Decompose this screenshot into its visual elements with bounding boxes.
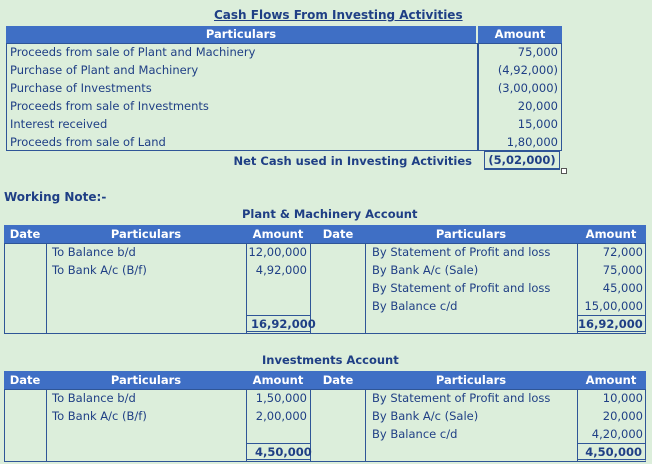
cf-net-label: Net Cash used in Investing Activities — [233, 154, 472, 168]
cf-row-amount: (4,92,000) — [497, 63, 558, 77]
inv-credit-amounts: 10,000 20,000 4,20,000 — [577, 389, 643, 443]
cf-row-amount: (3,00,000) — [497, 81, 558, 95]
inv-debit-amount: 1,50,000 — [255, 391, 307, 405]
plant-hdr-particulars-2: Particulars — [435, 227, 507, 241]
plant-hdr-amount: Amount — [252, 227, 304, 241]
plant-account-title: Plant & Machinery Account — [242, 207, 418, 221]
inv-hdr-amount: Amount — [252, 373, 304, 387]
plant-debit-particular: To Bank A/c (B/f) — [52, 263, 147, 277]
cf-row-particular: Purchase of Investments — [10, 81, 152, 95]
inv-credit-amount: 4,20,000 — [591, 427, 643, 441]
plant-header-row — [4, 225, 646, 243]
cf-amount-box — [478, 43, 562, 151]
cf-row-amount: 1,80,000 — [506, 135, 558, 149]
inv-credit-particular: By Bank A/c (Sale) — [372, 409, 479, 423]
cf-row-particular: Proceeds from sale of Plant and Machiner… — [10, 45, 256, 59]
inv-header-row — [4, 371, 646, 389]
inv-total-credit: 4,50,000 — [577, 443, 646, 462]
inv-hdr-particulars: Particulars — [110, 373, 182, 387]
inv-debit-amounts: 1,50,000 2,00,000 — [246, 389, 307, 425]
plant-credit-amount: 45,000 — [602, 281, 643, 295]
plant-hdr-date-2: Date — [322, 227, 354, 241]
investments-account-title: Investments Account — [262, 353, 399, 367]
cf-row-amount: 15,000 — [517, 117, 558, 131]
plant-credit-particular: By Statement of Profit and loss — [372, 281, 551, 295]
inv-debit-list: To Balance b/d To Bank A/c (B/f) — [52, 389, 147, 425]
plant-credit-particular: By Bank A/c (Sale) — [372, 263, 479, 277]
plant-debit-list: To Balance b/d To Bank A/c (B/f) — [52, 243, 147, 279]
inv-total-debit: 4,50,000 — [246, 443, 312, 462]
plant-debit-particular: To Balance b/d — [52, 245, 136, 259]
plant-total-debit: 16,92,000 — [246, 315, 316, 334]
selection-handle — [561, 168, 567, 174]
cf-row-particular: Proceeds from sale of Investments — [10, 99, 209, 113]
cf-row-particular: Proceeds from sale of Land — [10, 135, 166, 149]
working-note-label: Working Note:- — [4, 190, 107, 204]
inv-hdr-date: Date — [9, 373, 41, 387]
inv-col-date — [4, 389, 47, 462]
inv-hdr-particulars-2: Particulars — [435, 373, 507, 387]
plant-col-date-2 — [310, 243, 366, 334]
cf-particulars-list: Proceeds from sale of Plant and Machiner… — [10, 43, 470, 151]
plant-credit-amounts: 72,000 75,000 45,000 15,00,000 — [577, 243, 643, 315]
inv-credit-particular: By Balance c/d — [372, 427, 458, 441]
cf-header-amount: Amount — [478, 26, 562, 43]
cf-row-amount: 75,000 — [517, 45, 558, 59]
cf-amount-list: 75,000 (4,92,000) (3,00,000) 20,000 15,0… — [478, 43, 558, 151]
inv-credit-amount: 10,000 — [602, 391, 643, 405]
inv-credit-amount: 20,000 — [602, 409, 643, 423]
plant-debit-amounts: 12,00,000 4,92,000 — [246, 243, 307, 279]
inv-debit-particular: To Balance b/d — [52, 391, 136, 405]
plant-credit-particular: By Statement of Profit and loss — [372, 245, 551, 259]
inv-credit-particular: By Statement of Profit and loss — [372, 391, 551, 405]
plant-total-credit: 16,92,000 — [577, 315, 646, 334]
plant-credit-list: By Statement of Profit and loss By Bank … — [372, 243, 550, 315]
plant-col-date — [4, 243, 47, 334]
plant-debit-amount: 12,00,000 — [248, 245, 307, 259]
inv-debit-particular: To Bank A/c (B/f) — [52, 409, 147, 423]
plant-credit-amount: 72,000 — [602, 245, 643, 259]
plant-credit-particular: By Balance c/d — [372, 299, 458, 313]
plant-hdr-date: Date — [9, 227, 41, 241]
cf-particulars-box — [6, 43, 478, 151]
cf-row-amount: 20,000 — [517, 99, 558, 113]
cf-header-particulars: Particulars — [6, 26, 476, 43]
inv-hdr-date-2: Date — [322, 373, 354, 387]
plant-credit-amount: 75,000 — [602, 263, 643, 277]
inv-debit-amount: 2,00,000 — [255, 409, 307, 423]
inv-credit-list: By Statement of Profit and loss By Bank … — [372, 389, 550, 443]
plant-debit-amount: 4,92,000 — [255, 263, 307, 277]
plant-credit-amount: 15,00,000 — [584, 299, 643, 313]
cf-row-particular: Interest received — [10, 117, 108, 131]
cash-flow-title: Cash Flows From Investing Activities — [214, 8, 463, 22]
plant-hdr-amount-2: Amount — [585, 227, 637, 241]
inv-hdr-amount-2: Amount — [585, 373, 637, 387]
inv-col-date-2 — [310, 389, 366, 462]
cf-net-amount: (5,02,000) — [484, 151, 560, 170]
plant-hdr-particulars: Particulars — [110, 227, 182, 241]
cf-row-particular: Purchase of Plant and Machinery — [10, 63, 199, 77]
